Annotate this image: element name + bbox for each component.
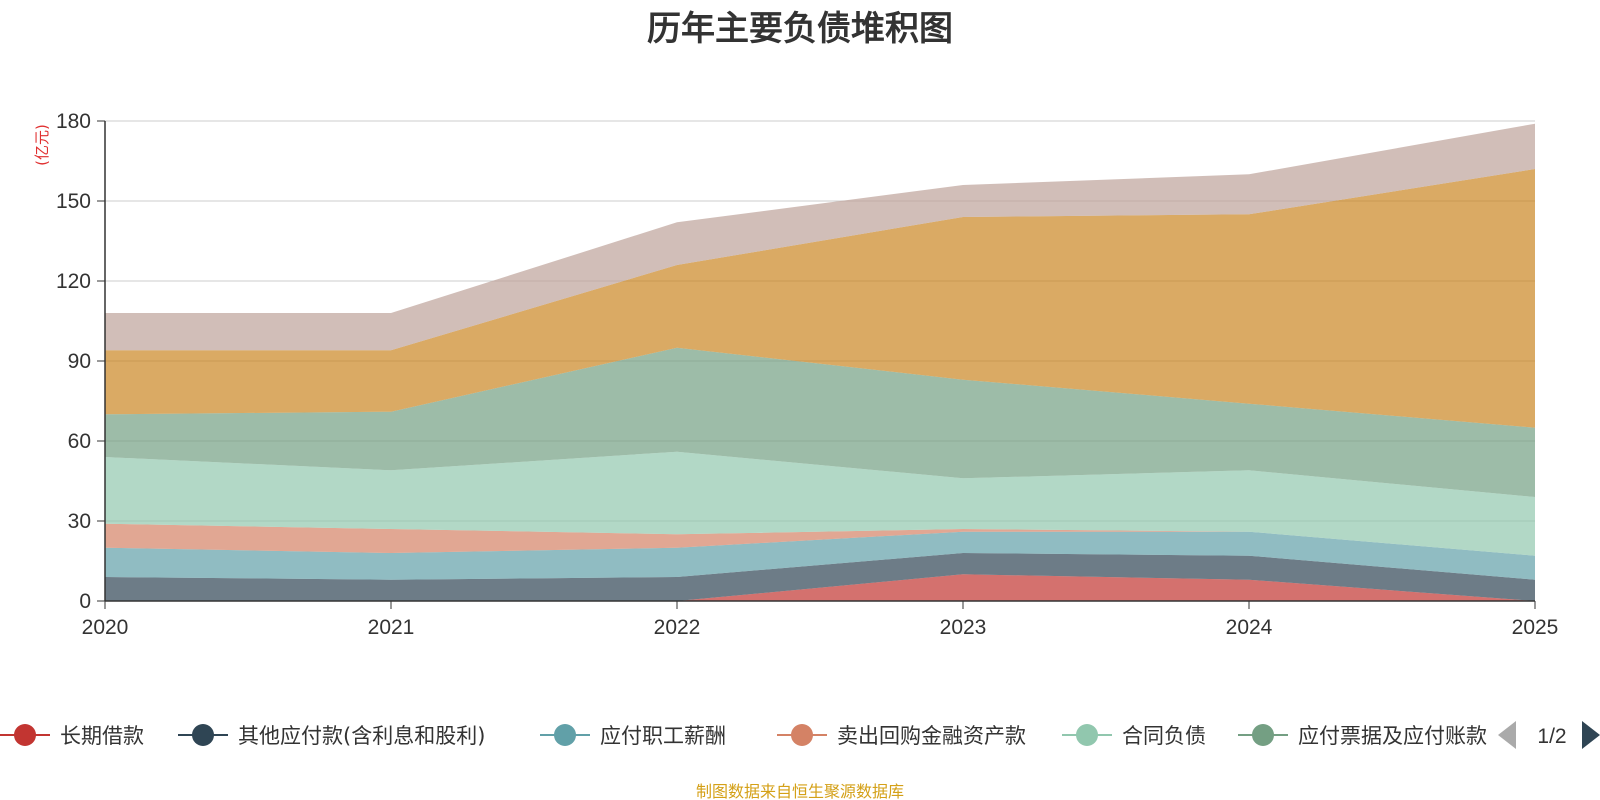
- legend-item-0[interactable]: 长期借款: [0, 724, 144, 748]
- legend-marker: [791, 724, 813, 746]
- x-tick-label: 2022: [654, 616, 701, 639]
- legend-label: 应付职工薪酬: [600, 724, 726, 748]
- area-series-7: [105, 123, 1535, 351]
- legend: 长期借款 其他应付款(含利息和股利) 应付职工薪酬 卖出回购金融资产款 合同负债 应付票据…: [0, 724, 1487, 748]
- legend-label: 其他应付款(含利息和股利): [238, 724, 485, 748]
- y-axis-unit-label: (亿元): [33, 124, 51, 166]
- y-tick-label: 120: [56, 270, 91, 293]
- y-tick-label: 180: [56, 110, 91, 133]
- chart-title: 历年主要负债堆积图: [647, 9, 953, 49]
- legend-marker: [554, 724, 576, 746]
- legend-item-3[interactable]: 卖出回购金融资产款: [777, 724, 1026, 748]
- legend-marker: [14, 724, 36, 746]
- legend-label: 卖出回购金融资产款: [837, 724, 1026, 748]
- legend-marker: [1076, 724, 1098, 746]
- y-tick-label: 60: [68, 430, 91, 453]
- area-series-2: [105, 531, 1535, 580]
- y-tick-label: 0: [79, 590, 91, 613]
- y-tick-label: 90: [68, 350, 91, 373]
- legend-next-page-icon[interactable]: [1582, 721, 1600, 749]
- legend-label: 长期借款: [60, 724, 144, 748]
- area-series-0: [105, 574, 1535, 601]
- area-series-1: [105, 553, 1535, 601]
- legend-pager: 1/2: [1498, 721, 1600, 749]
- legend-prev-page-icon[interactable]: [1498, 721, 1516, 749]
- x-tick-label: 2024: [1226, 616, 1273, 639]
- x-tick-label: 2023: [940, 616, 987, 639]
- legend-page-indicator: 1/2: [1537, 725, 1566, 748]
- area-series-5: [105, 347, 1535, 497]
- legend-label: 合同负债: [1122, 724, 1206, 748]
- x-tick-label: 2025: [1512, 616, 1559, 639]
- x-tick-label: 2020: [82, 616, 129, 639]
- area-series-4: [105, 451, 1535, 556]
- legend-label: 应付票据及应付账款: [1298, 724, 1487, 748]
- legend-item-1[interactable]: 其他应付款(含利息和股利): [178, 724, 485, 748]
- y-tick-label: 30: [68, 510, 91, 533]
- legend-item-2[interactable]: 应付职工薪酬: [540, 724, 726, 748]
- axes: 0 30 60 90 120 150 180 2020 2021 2022 2023 2024 2025: [56, 110, 1558, 639]
- y-tick-label: 150: [56, 190, 91, 213]
- x-tick-label: 2021: [368, 616, 415, 639]
- legend-marker: [1252, 724, 1274, 746]
- legend-marker: [192, 724, 214, 746]
- area-series-3: [105, 523, 1535, 556]
- legend-item-4[interactable]: 合同负债: [1062, 724, 1206, 748]
- area-series: [105, 123, 1535, 601]
- source-note: 制图数据来自恒生聚源数据库: [696, 782, 904, 800]
- area-series-6: [105, 169, 1535, 428]
- legend-item-5[interactable]: 应付票据及应付账款: [1238, 724, 1487, 748]
